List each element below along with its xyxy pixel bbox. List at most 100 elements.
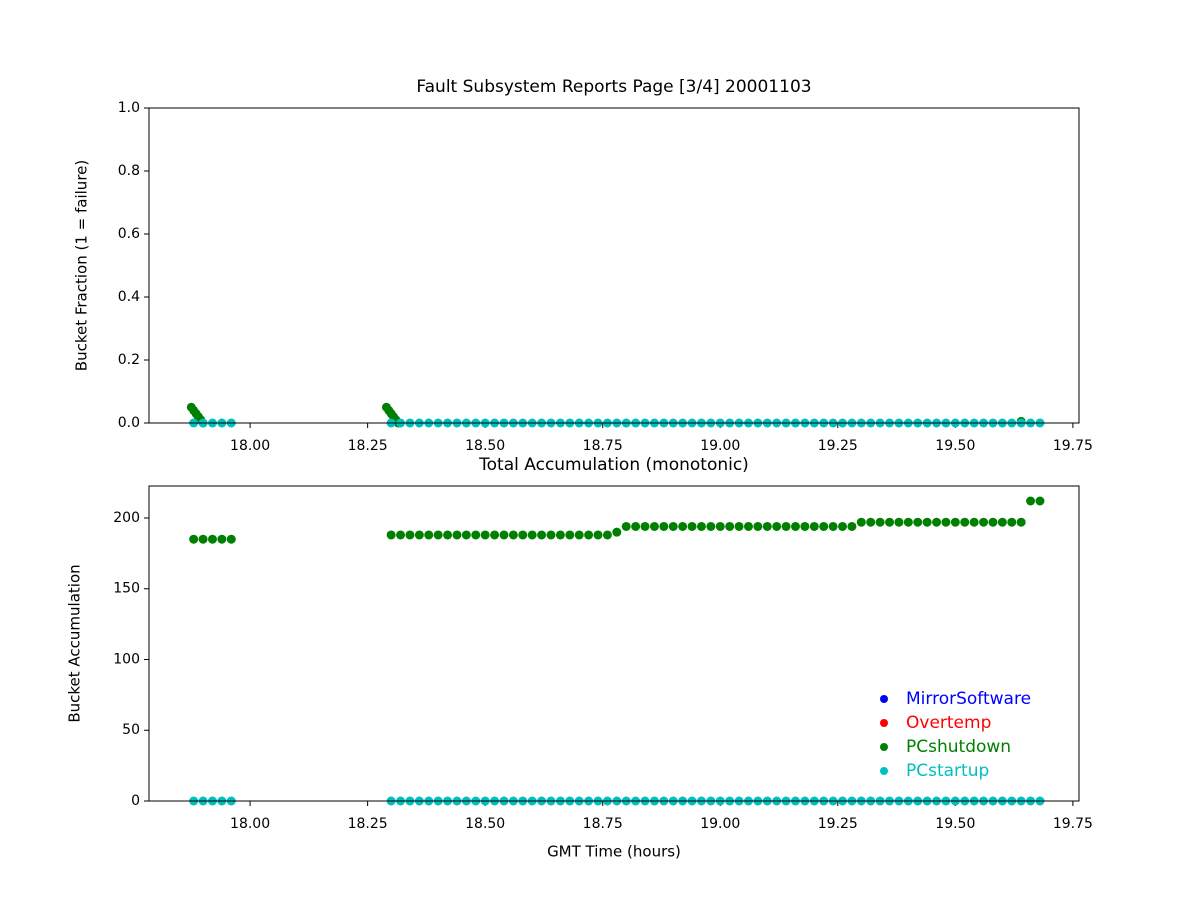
point [490, 530, 500, 540]
point [452, 530, 462, 540]
y-tick-label: 0.0 [118, 415, 140, 431]
x-tick-label: 18.75 [583, 438, 623, 454]
point [424, 530, 434, 540]
point [903, 517, 913, 527]
point [527, 530, 537, 540]
chart-title: Total Accumulation (monotonic) [478, 455, 749, 475]
y-tick-label: 0.8 [118, 163, 140, 179]
y-tick-label: 100 [113, 651, 140, 667]
point [969, 517, 979, 527]
y-axis-label: Bucket Accumulation [66, 564, 84, 722]
point [1016, 517, 1026, 527]
point [584, 530, 594, 540]
point [640, 521, 650, 531]
x-tick-label: 18.25 [348, 438, 388, 454]
point [885, 517, 895, 527]
point [847, 521, 857, 531]
point [725, 521, 735, 531]
point [621, 521, 631, 531]
x-tick-label: 18.50 [465, 438, 505, 454]
x-tick-label: 19.50 [935, 816, 975, 832]
point [414, 530, 424, 540]
point [396, 530, 406, 540]
y-tick-label: 0.2 [118, 352, 140, 368]
point [950, 517, 960, 527]
point [988, 517, 998, 527]
point [508, 530, 518, 540]
point [602, 530, 612, 540]
point [790, 521, 800, 531]
point [960, 517, 970, 527]
point [555, 530, 565, 540]
legend-label: MirrorSoftware [906, 689, 1031, 709]
point [659, 521, 669, 531]
point [894, 517, 904, 527]
axes-frame [148, 485, 1080, 802]
point [838, 521, 848, 531]
legend-label: PCstartup [906, 761, 989, 781]
point [997, 517, 1007, 527]
y-tick-label: 0.6 [118, 226, 140, 242]
point [518, 530, 528, 540]
y-axis-label: Bucket Fraction (1 = failure) [73, 160, 91, 371]
axes-frame [148, 107, 1080, 424]
point [461, 530, 471, 540]
legend-marker [880, 719, 888, 727]
point [226, 534, 236, 544]
point [480, 530, 490, 540]
point [386, 530, 396, 540]
point [678, 521, 688, 531]
legend-marker [880, 743, 888, 751]
point [612, 527, 622, 537]
point [1026, 496, 1036, 506]
point [819, 521, 829, 531]
point [762, 521, 772, 531]
x-tick-label: 19.75 [1053, 816, 1093, 832]
y-tick-label: 200 [113, 510, 140, 526]
x-tick-label: 19.50 [935, 438, 975, 454]
x-tick-label: 19.00 [700, 816, 740, 832]
y-tick-label: 0 [131, 793, 140, 809]
legend-marker [880, 767, 888, 775]
point [198, 534, 208, 544]
point [922, 517, 932, 527]
legend-label: Overtemp [906, 713, 991, 733]
x-tick-label: 18.00 [230, 438, 270, 454]
point [781, 521, 791, 531]
point [941, 517, 951, 527]
point [800, 521, 810, 531]
point [631, 521, 641, 531]
y-tick-label: 1.0 [118, 100, 140, 116]
point [405, 530, 415, 540]
point [687, 521, 697, 531]
point [753, 521, 763, 531]
point [433, 530, 443, 540]
point [1007, 517, 1017, 527]
legend-marker [880, 695, 888, 703]
chart-title: Fault Subsystem Reports Page [3/4] 20001… [416, 77, 811, 97]
point [574, 530, 584, 540]
legend-label: PCshutdown [906, 737, 1011, 757]
point [706, 521, 716, 531]
x-tick-label: 18.75 [583, 816, 623, 832]
point [772, 521, 782, 531]
x-tick-label: 19.25 [818, 438, 858, 454]
point [207, 534, 217, 544]
point [593, 530, 603, 540]
point [1035, 496, 1045, 506]
point [565, 530, 575, 540]
point [856, 517, 866, 527]
point [217, 534, 227, 544]
point [668, 521, 678, 531]
x-tick-label: 19.75 [1053, 438, 1093, 454]
point [979, 517, 989, 527]
x-tick-label: 18.25 [348, 816, 388, 832]
point [696, 521, 706, 531]
point [471, 530, 481, 540]
x-tick-label: 19.25 [818, 816, 858, 832]
y-tick-label: 150 [113, 581, 140, 597]
point [932, 517, 942, 527]
point [875, 517, 885, 527]
point [715, 521, 725, 531]
